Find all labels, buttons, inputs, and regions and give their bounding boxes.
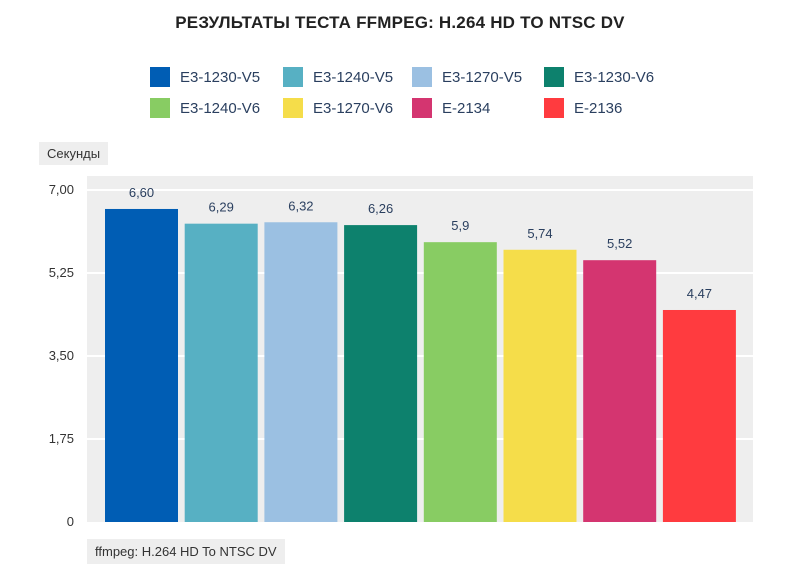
bar bbox=[503, 249, 577, 522]
y-tick-label: 0 bbox=[67, 514, 74, 529]
bar bbox=[184, 223, 258, 522]
x-axis-label: ffmpeg: H.264 HD To NTSC DV bbox=[87, 539, 285, 564]
data-label: 4,47 bbox=[687, 286, 712, 301]
legend-item[interactable]: E3-1270-V6 bbox=[283, 98, 393, 118]
legend-swatch bbox=[412, 98, 432, 118]
legend-swatch bbox=[150, 67, 170, 87]
bar bbox=[105, 208, 178, 522]
data-label: 5,9 bbox=[451, 218, 469, 233]
y-tick-label: 3,50 bbox=[49, 348, 74, 363]
bar bbox=[423, 242, 497, 522]
legend-item[interactable]: E3-1240-V5 bbox=[283, 67, 393, 87]
legend-swatch bbox=[544, 67, 564, 87]
data-label: 6,60 bbox=[129, 185, 154, 200]
legend-label: E3-1230-V6 bbox=[574, 68, 655, 86]
legend-swatch bbox=[544, 98, 564, 118]
data-label: 5,74 bbox=[527, 226, 552, 241]
legend-item[interactable]: E-2134 bbox=[412, 98, 490, 118]
bar bbox=[583, 260, 657, 522]
bar bbox=[344, 225, 418, 522]
legend-swatch bbox=[150, 98, 170, 118]
data-label: 6,32 bbox=[288, 198, 313, 213]
legend-label: E-2136 bbox=[574, 99, 623, 117]
legend-swatch bbox=[283, 98, 303, 118]
bar bbox=[264, 222, 338, 522]
y-tick-label: 1,75 bbox=[49, 431, 74, 446]
legend-label: E-2134 bbox=[442, 99, 491, 117]
legend-item[interactable]: E3-1230-V6 bbox=[544, 67, 654, 87]
legend-label: E3-1270-V6 bbox=[313, 99, 394, 117]
chart-title: РЕЗУЛЬТАТЫ ТЕСТА FFMPEG: H.264 HD TO NTS… bbox=[175, 13, 625, 32]
y-tick-label: 7,00 bbox=[49, 182, 74, 197]
y-tick-label: 5,25 bbox=[49, 265, 74, 280]
legend-label: E3-1230-V5 bbox=[180, 68, 261, 86]
legend-swatch bbox=[412, 67, 432, 87]
legend-item[interactable]: E3-1270-V5 bbox=[412, 67, 522, 87]
legend-item[interactable]: E-2136 bbox=[544, 98, 622, 118]
data-label: 6,29 bbox=[209, 200, 234, 215]
bar bbox=[662, 309, 736, 522]
legend-swatch bbox=[283, 67, 303, 87]
data-label: 5,52 bbox=[607, 236, 632, 251]
data-label: 6,26 bbox=[368, 201, 393, 216]
legend-item[interactable]: E3-1230-V5 bbox=[150, 67, 260, 87]
legend-item[interactable]: E3-1240-V6 bbox=[150, 98, 260, 118]
legend-label: E3-1240-V5 bbox=[313, 68, 394, 86]
legend-label: E3-1240-V6 bbox=[180, 99, 261, 117]
y-axis-label: Секунды bbox=[39, 142, 109, 165]
legend-label: E3-1270-V5 bbox=[442, 68, 523, 86]
